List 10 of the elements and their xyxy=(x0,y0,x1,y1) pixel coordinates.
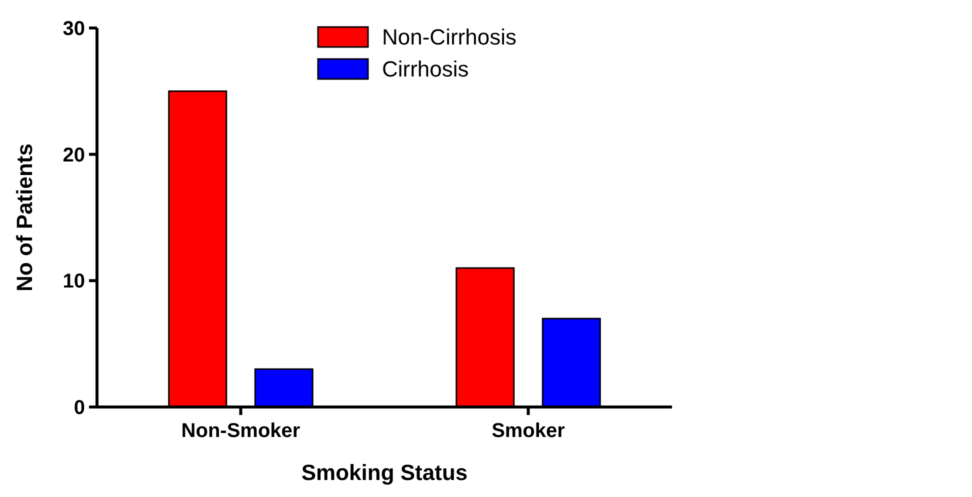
legend-label: Non-Cirrhosis xyxy=(382,24,516,50)
legend-label: Cirrhosis xyxy=(382,56,469,82)
y-axis-title: No of Patients xyxy=(12,144,37,292)
y-tick-label: 0 xyxy=(74,397,85,419)
y-tick-label: 20 xyxy=(62,144,85,166)
y-tick-label: 30 xyxy=(62,18,85,40)
x-tick-label: Smoker xyxy=(492,420,566,442)
x-axis-title: Smoking Status xyxy=(301,460,468,485)
x-tick-label: Non-Smoker xyxy=(181,420,300,442)
y-tick-label: 10 xyxy=(62,270,85,293)
